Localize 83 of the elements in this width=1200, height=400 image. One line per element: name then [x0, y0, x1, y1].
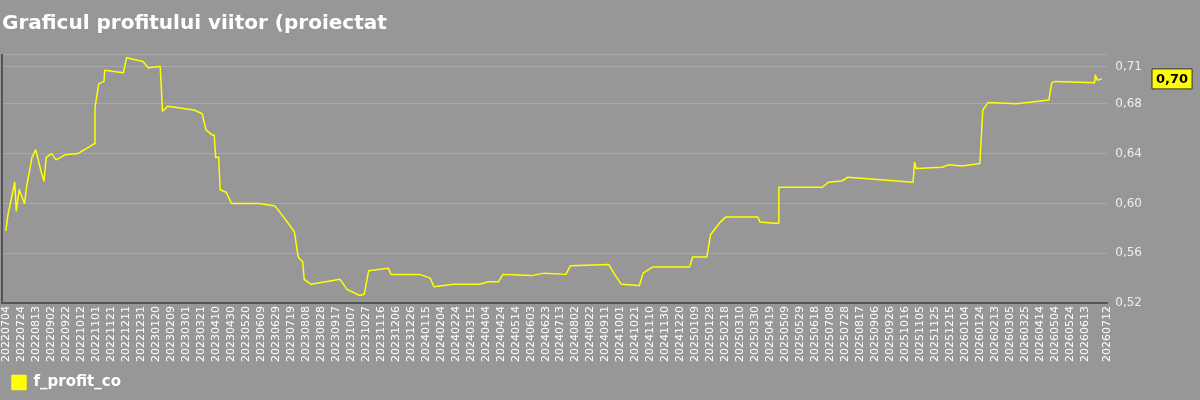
text: 0,70 [1156, 71, 1189, 87]
x-tick-label: 20230321 [193, 306, 207, 363]
x-tick-label: 20240404 [478, 306, 492, 363]
x-tick-label: 20240424 [493, 306, 507, 363]
x-tick-label: 20230828 [313, 306, 327, 363]
x-tick-label: 20241110 [643, 306, 657, 363]
x-tick-label: 20240603 [523, 306, 537, 363]
x-tick-label: 20221101 [88, 306, 102, 363]
x-tick-label: 20250509 [778, 306, 792, 363]
x-tick-label: 20230719 [283, 306, 297, 363]
x-tick-label: 20231027 [358, 306, 372, 363]
x-tick-label: 20220724 [13, 306, 27, 363]
x-tick-label: 20231007 [343, 306, 357, 363]
x-tick-label: 20251215 [943, 306, 957, 363]
y-tick-label: 0,68 [1115, 95, 1142, 110]
x-tick-label: 20250218 [718, 306, 732, 363]
x-tick-label: 20230609 [253, 306, 267, 363]
y-tick-label: 0,71 [1115, 58, 1142, 73]
x-tick-label: 20250906 [868, 306, 882, 363]
x-tick-label: 20251105 [913, 306, 927, 363]
x-tick-label: 20240623 [538, 306, 552, 363]
x-tick-label: 20220902 [43, 306, 57, 363]
x-tick-label: 20260124 [973, 306, 987, 363]
x-tick-label: 20260712 [1100, 306, 1114, 363]
x-tick-label: 20250330 [748, 306, 762, 363]
x-tick-label: 20251016 [898, 306, 912, 363]
legend-label: f_profit_co [33, 372, 121, 391]
x-tick-label: 20231116 [373, 306, 387, 363]
x-tick-label: 20230120 [148, 306, 162, 363]
x-tick-label: 20250310 [733, 306, 747, 363]
x-tick-label: 20230520 [238, 306, 252, 363]
x-tick-label: 20220922 [58, 306, 72, 363]
x-tick-label: 20250926 [883, 306, 897, 363]
x-tick-label: 20240315 [463, 306, 477, 363]
x-tick-label: 20260524 [1063, 306, 1077, 363]
x-tick-label: 20250529 [793, 306, 807, 363]
x-tick-label: 20240822 [583, 306, 597, 363]
x-tick-label: 20240204 [433, 306, 447, 363]
x-tick-label: 20221211 [118, 306, 132, 363]
x-tick-label: 20221012 [73, 306, 87, 363]
x-tick-label: 20241021 [628, 306, 642, 363]
x-tick-label: 20250708 [823, 306, 837, 363]
x-tick-label: 20240911 [598, 306, 612, 363]
x-tick-label: 20230209 [163, 306, 177, 363]
x-tick-label: 20250109 [688, 306, 702, 363]
x-tick-label: 20260305 [1003, 306, 1017, 363]
x-tick-label: 20260213 [988, 306, 1002, 363]
x-tick-label: 20230917 [328, 306, 342, 363]
x-tick-label: 20240514 [508, 306, 522, 363]
chart-title: Graficul profitului viitor (proiectat [2, 10, 388, 35]
x-tick-label: 20260325 [1018, 306, 1032, 363]
x-tick-label: 20241001 [613, 306, 627, 363]
x-tick-label: 20221231 [133, 306, 147, 363]
x-tick-label: 20260104 [958, 306, 972, 363]
y-tick-label: 0,64 [1115, 145, 1142, 160]
x-tick-label: 20251125 [928, 306, 942, 363]
y-tick-label: 0,60 [1115, 195, 1142, 210]
x-tick-label: 20250419 [763, 306, 777, 363]
y-tick-label: 0,52 [1115, 295, 1142, 310]
x-tick-label: 20230410 [208, 306, 222, 363]
x-tick-label: 20220813 [28, 306, 42, 363]
x-tick-label: 20230430 [223, 306, 237, 363]
x-tick-label: 20241220 [673, 306, 687, 363]
x-tick-label: 20231206 [388, 306, 402, 363]
x-tick-label: 20250618 [808, 306, 822, 363]
x-tick-label: 20250728 [838, 306, 852, 363]
x-tick-label: 20221121 [103, 306, 117, 363]
x-tick-label: 20240713 [553, 306, 567, 363]
x-tick-label: 20230629 [268, 306, 282, 363]
x-tick-label: 20230301 [178, 306, 192, 363]
x-tick-label: 20250817 [853, 306, 867, 363]
x-tick-label: 20240224 [448, 306, 462, 363]
x-tick-label: 20260414 [1033, 306, 1047, 363]
x-tick-label: 20230808 [298, 306, 312, 363]
x-tick-label: 20231226 [403, 306, 417, 363]
x-tick-label: 20260613 [1078, 306, 1092, 363]
x-tick-label: 20250129 [703, 306, 717, 363]
x-tick-label: 20220704 [0, 306, 12, 363]
x-tick-label: 20240115 [418, 306, 432, 363]
y-tick-label: 0,56 [1115, 245, 1142, 260]
x-tick-label: 20260504 [1048, 306, 1062, 363]
x-tick-label: 20241130 [658, 306, 672, 363]
x-tick-label: 20240802 [568, 306, 582, 363]
